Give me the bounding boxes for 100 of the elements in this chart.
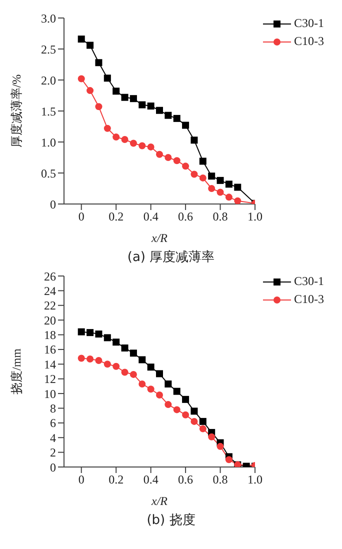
x-tick-label: 0 bbox=[78, 210, 84, 224]
point bbox=[173, 157, 180, 164]
point bbox=[138, 380, 146, 388]
point bbox=[121, 94, 128, 101]
point bbox=[173, 406, 180, 414]
point bbox=[121, 136, 128, 144]
y-tick-label: 26 bbox=[44, 269, 56, 284]
point bbox=[95, 59, 102, 66]
y-tick-label: 20 bbox=[44, 313, 56, 328]
x-tick-label: 1.0 bbox=[248, 472, 262, 487]
point bbox=[138, 142, 146, 150]
y-axis-title: 挠度/mm bbox=[9, 348, 24, 395]
y-tick-label: 12 bbox=[44, 372, 56, 386]
point bbox=[190, 170, 198, 178]
y-tick-label: 2.5 bbox=[41, 42, 56, 56]
y-tick-label: 2 bbox=[50, 446, 56, 460]
point bbox=[121, 344, 128, 352]
x-tick-label: 0.2 bbox=[108, 472, 124, 487]
y-tick-label: 6 bbox=[50, 416, 56, 430]
point bbox=[199, 418, 206, 425]
point bbox=[147, 102, 154, 110]
point bbox=[130, 95, 137, 102]
x-tick-label: 0.4 bbox=[143, 472, 158, 487]
y-tick-label: 0 bbox=[50, 197, 56, 212]
point bbox=[164, 154, 172, 161]
point bbox=[112, 362, 120, 370]
y-tick-label: 16 bbox=[44, 342, 56, 357]
point bbox=[86, 42, 94, 49]
point bbox=[86, 356, 94, 363]
point bbox=[112, 88, 120, 95]
point bbox=[78, 75, 85, 82]
x-tick-label: 0.8 bbox=[212, 472, 228, 487]
point bbox=[138, 356, 146, 364]
point bbox=[225, 194, 232, 201]
point bbox=[95, 356, 102, 364]
text: (b) 挠度 bbox=[146, 512, 196, 529]
y-axis-title: 厚度减薄率/% bbox=[9, 74, 24, 148]
point bbox=[199, 174, 206, 182]
point bbox=[199, 425, 206, 432]
point bbox=[190, 136, 198, 144]
point bbox=[121, 368, 128, 376]
x-tick-label: 0.4 bbox=[143, 210, 158, 224]
point bbox=[199, 158, 206, 165]
point bbox=[234, 197, 242, 204]
point bbox=[112, 134, 120, 141]
point bbox=[216, 442, 224, 450]
point bbox=[173, 114, 180, 122]
point bbox=[216, 188, 224, 196]
y-tick-label: 1.0 bbox=[41, 135, 56, 150]
point bbox=[216, 176, 224, 184]
y-tick-label: 2.0 bbox=[41, 73, 56, 88]
point bbox=[156, 106, 163, 114]
text: (a) 厚度减薄率 bbox=[126, 249, 216, 266]
point bbox=[208, 433, 216, 440]
y-tick-label: 4 bbox=[50, 430, 56, 445]
point bbox=[78, 354, 85, 362]
legend-label: C10-3 bbox=[294, 292, 324, 307]
y-tick-label: 8 bbox=[50, 401, 56, 416]
point bbox=[234, 184, 242, 191]
point bbox=[138, 101, 146, 108]
legend-label: C30-1 bbox=[294, 16, 324, 31]
y-tick-label: 0 bbox=[50, 460, 56, 474]
x-tick-label: 0.8 bbox=[212, 210, 228, 224]
x-axis-title: x/R bbox=[150, 231, 168, 245]
point bbox=[156, 392, 163, 399]
x-tick-label: 0.6 bbox=[178, 210, 194, 224]
y-tick-label: 10 bbox=[44, 386, 56, 401]
point bbox=[182, 162, 190, 170]
legend-label: C10-3 bbox=[294, 34, 324, 49]
point bbox=[86, 87, 94, 94]
point bbox=[104, 74, 111, 82]
point bbox=[164, 401, 172, 408]
point bbox=[173, 388, 180, 395]
point bbox=[104, 124, 111, 132]
x-tick-label: 0.2 bbox=[108, 210, 124, 224]
point bbox=[156, 370, 163, 378]
point bbox=[156, 150, 163, 158]
legend-label: C30-1 bbox=[294, 274, 324, 289]
y-tick-label: 24 bbox=[44, 284, 56, 298]
point bbox=[190, 408, 198, 415]
point bbox=[225, 180, 232, 188]
y-tick-label: 0.5 bbox=[41, 166, 56, 180]
point bbox=[164, 380, 172, 388]
point bbox=[182, 122, 190, 129]
point bbox=[164, 112, 172, 119]
x-tick-label: 0 bbox=[78, 472, 84, 487]
point bbox=[147, 143, 154, 150]
point bbox=[95, 330, 102, 338]
y-tick-label: 14 bbox=[44, 357, 56, 372]
point bbox=[78, 328, 85, 336]
point bbox=[130, 350, 137, 357]
point bbox=[182, 396, 190, 403]
point bbox=[78, 36, 85, 43]
y-tick-label: 1.5 bbox=[41, 104, 56, 118]
point bbox=[112, 338, 120, 346]
point bbox=[147, 364, 154, 371]
point bbox=[130, 370, 137, 378]
x-tick-label: 0.6 bbox=[178, 472, 194, 487]
point bbox=[208, 172, 216, 180]
point bbox=[208, 185, 216, 192]
